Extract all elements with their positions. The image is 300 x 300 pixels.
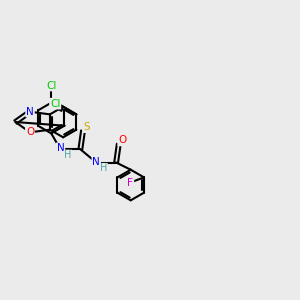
Text: S: S [83, 122, 90, 132]
Text: H: H [64, 150, 71, 160]
Text: N: N [92, 157, 100, 166]
Text: Cl: Cl [46, 80, 56, 91]
Text: O: O [26, 127, 34, 137]
Text: H: H [100, 164, 107, 173]
Text: N: N [57, 143, 64, 153]
Text: F: F [128, 178, 134, 188]
Text: N: N [26, 107, 34, 117]
Text: Cl: Cl [50, 99, 60, 109]
Text: O: O [118, 135, 126, 146]
